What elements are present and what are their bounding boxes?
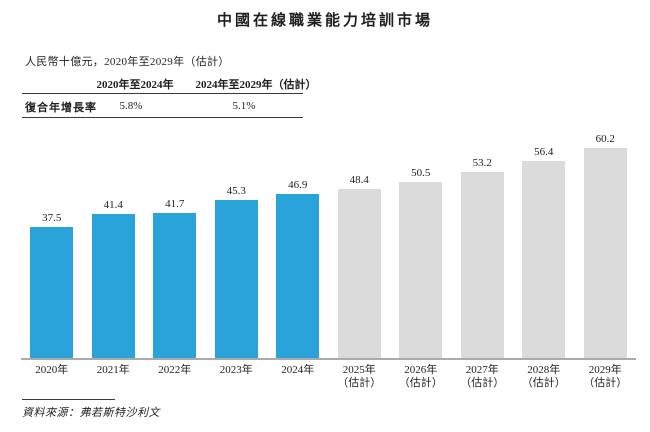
x-axis-label-year: 2027年 <box>465 364 499 376</box>
estimate-bar-2028年 <box>522 161 566 358</box>
estimate-bar-2025年 <box>337 189 381 358</box>
table-rule-bottom <box>22 117 303 118</box>
bar-column-2020年: 37.5 <box>21 212 83 358</box>
x-axis-label-2029年: 2029年 （估計） <box>575 360 637 390</box>
bar-column-2023年: 45.3 <box>206 185 268 358</box>
source-divider <box>22 399 115 400</box>
bar-chart-plot-area: 37.5 41.4 41.7 45.3 46.9 48.4 50.5 53.2 56.4 60.2 <box>21 129 636 358</box>
bar-column-2025年: 48.4 <box>329 174 391 358</box>
x-axis-label-estimate-note: （估計） <box>583 377 628 389</box>
chart-unit-note: 人民幣十億元，2020年至2029年（估計） <box>25 56 230 68</box>
x-axis-label-2023年: 2023年 <box>206 360 268 390</box>
x-axis-label-year: 2029年 <box>588 364 622 376</box>
actual-bar-2024年 <box>276 194 320 358</box>
bar-value-label: 48.4 <box>349 174 369 187</box>
x-axis-label-2027年: 2027年 （估計） <box>452 360 514 390</box>
x-axis-label-2021年: 2021年 <box>83 360 145 390</box>
estimate-bar-2026年 <box>399 181 443 358</box>
x-axis-label-estimate-note: （估計） <box>337 377 382 389</box>
actual-bar-2022年 <box>153 212 197 358</box>
x-axis-label-2025年: 2025年 （估計） <box>329 360 391 390</box>
x-axis-label-year: 2020年 <box>35 364 69 376</box>
cagr-row-label: 復合年增長率 <box>25 102 97 114</box>
bar-column-2021年: 41.4 <box>83 198 145 358</box>
x-axis-label-year: 2021年 <box>96 364 130 376</box>
bar-value-label: 50.5 <box>411 166 431 179</box>
page-title: 中國在線職業能力培訓市場 <box>216 13 433 29</box>
bar-column-2024年: 46.9 <box>267 179 329 358</box>
bar-value-label: 53.2 <box>472 157 492 170</box>
actual-bar-2020年 <box>30 227 74 358</box>
x-axis-label-estimate-note: （估計） <box>398 377 443 389</box>
estimate-bar-2027年 <box>460 172 504 358</box>
cagr-value-1: 5.8% <box>119 100 143 112</box>
x-axis-label-estimate-note: （估計） <box>521 377 566 389</box>
x-axis-label-2024年: 2024年 <box>267 360 329 390</box>
x-axis-label-year: 2025年 <box>342 364 376 376</box>
cagr-col-header-1: 2020年至2024年 <box>96 79 174 91</box>
actual-bar-2021年 <box>91 213 135 358</box>
x-axis-label-year: 2023年 <box>219 364 253 376</box>
x-axis-label-year: 2028年 <box>527 364 561 376</box>
cagr-col-header-2: 2024年至2029年（估計） <box>195 79 317 91</box>
bar-column-2022年: 41.7 <box>144 197 206 358</box>
x-axis-label-2022年: 2022年 <box>144 360 206 390</box>
x-axis-label-2026年: 2026年 （估計） <box>390 360 452 390</box>
x-axis-labels: 2020年 2021年 2022年 2023年 2024年 2025年 （估計） 2026年（… <box>21 360 636 390</box>
x-axis-label-estimate-note: （估計） <box>460 377 505 389</box>
table-rule-top <box>22 93 303 94</box>
x-axis-label-year: 2022年 <box>158 364 192 376</box>
bar-value-label: 41.4 <box>103 198 123 211</box>
bar-chart: 37.5 41.4 41.7 45.3 46.9 48.4 50.5 53.2 56.4 60.2… <box>21 129 636 390</box>
bar-column-2026年: 50.5 <box>390 167 452 358</box>
cagr-value-2: 5.1% <box>232 100 256 112</box>
source-note: 資料來源：弗若斯特沙利文 <box>22 407 160 419</box>
x-axis-label-year: 2024年 <box>281 364 315 376</box>
bar-value-label: 56.4 <box>534 146 554 159</box>
bar-value-label: 45.3 <box>226 184 246 197</box>
bar-value-label: 46.9 <box>288 179 308 192</box>
bar-value-label: 41.7 <box>165 197 185 210</box>
x-axis-label-year: 2026年 <box>404 364 438 376</box>
bar-column-2027年: 53.2 <box>452 157 514 358</box>
actual-bar-2023年 <box>214 199 258 358</box>
x-axis-label-2028年: 2028年 （估計） <box>513 360 575 390</box>
bar-column-2029年: 60.2 <box>575 133 637 358</box>
bar-column-2028年: 56.4 <box>513 146 575 358</box>
x-axis-line <box>21 358 636 360</box>
bar-value-label: 37.5 <box>42 212 62 225</box>
x-axis-label-2020年: 2020年 <box>21 360 83 390</box>
bar-value-label: 60.2 <box>595 132 615 145</box>
estimate-bar-2029年 <box>583 147 627 358</box>
